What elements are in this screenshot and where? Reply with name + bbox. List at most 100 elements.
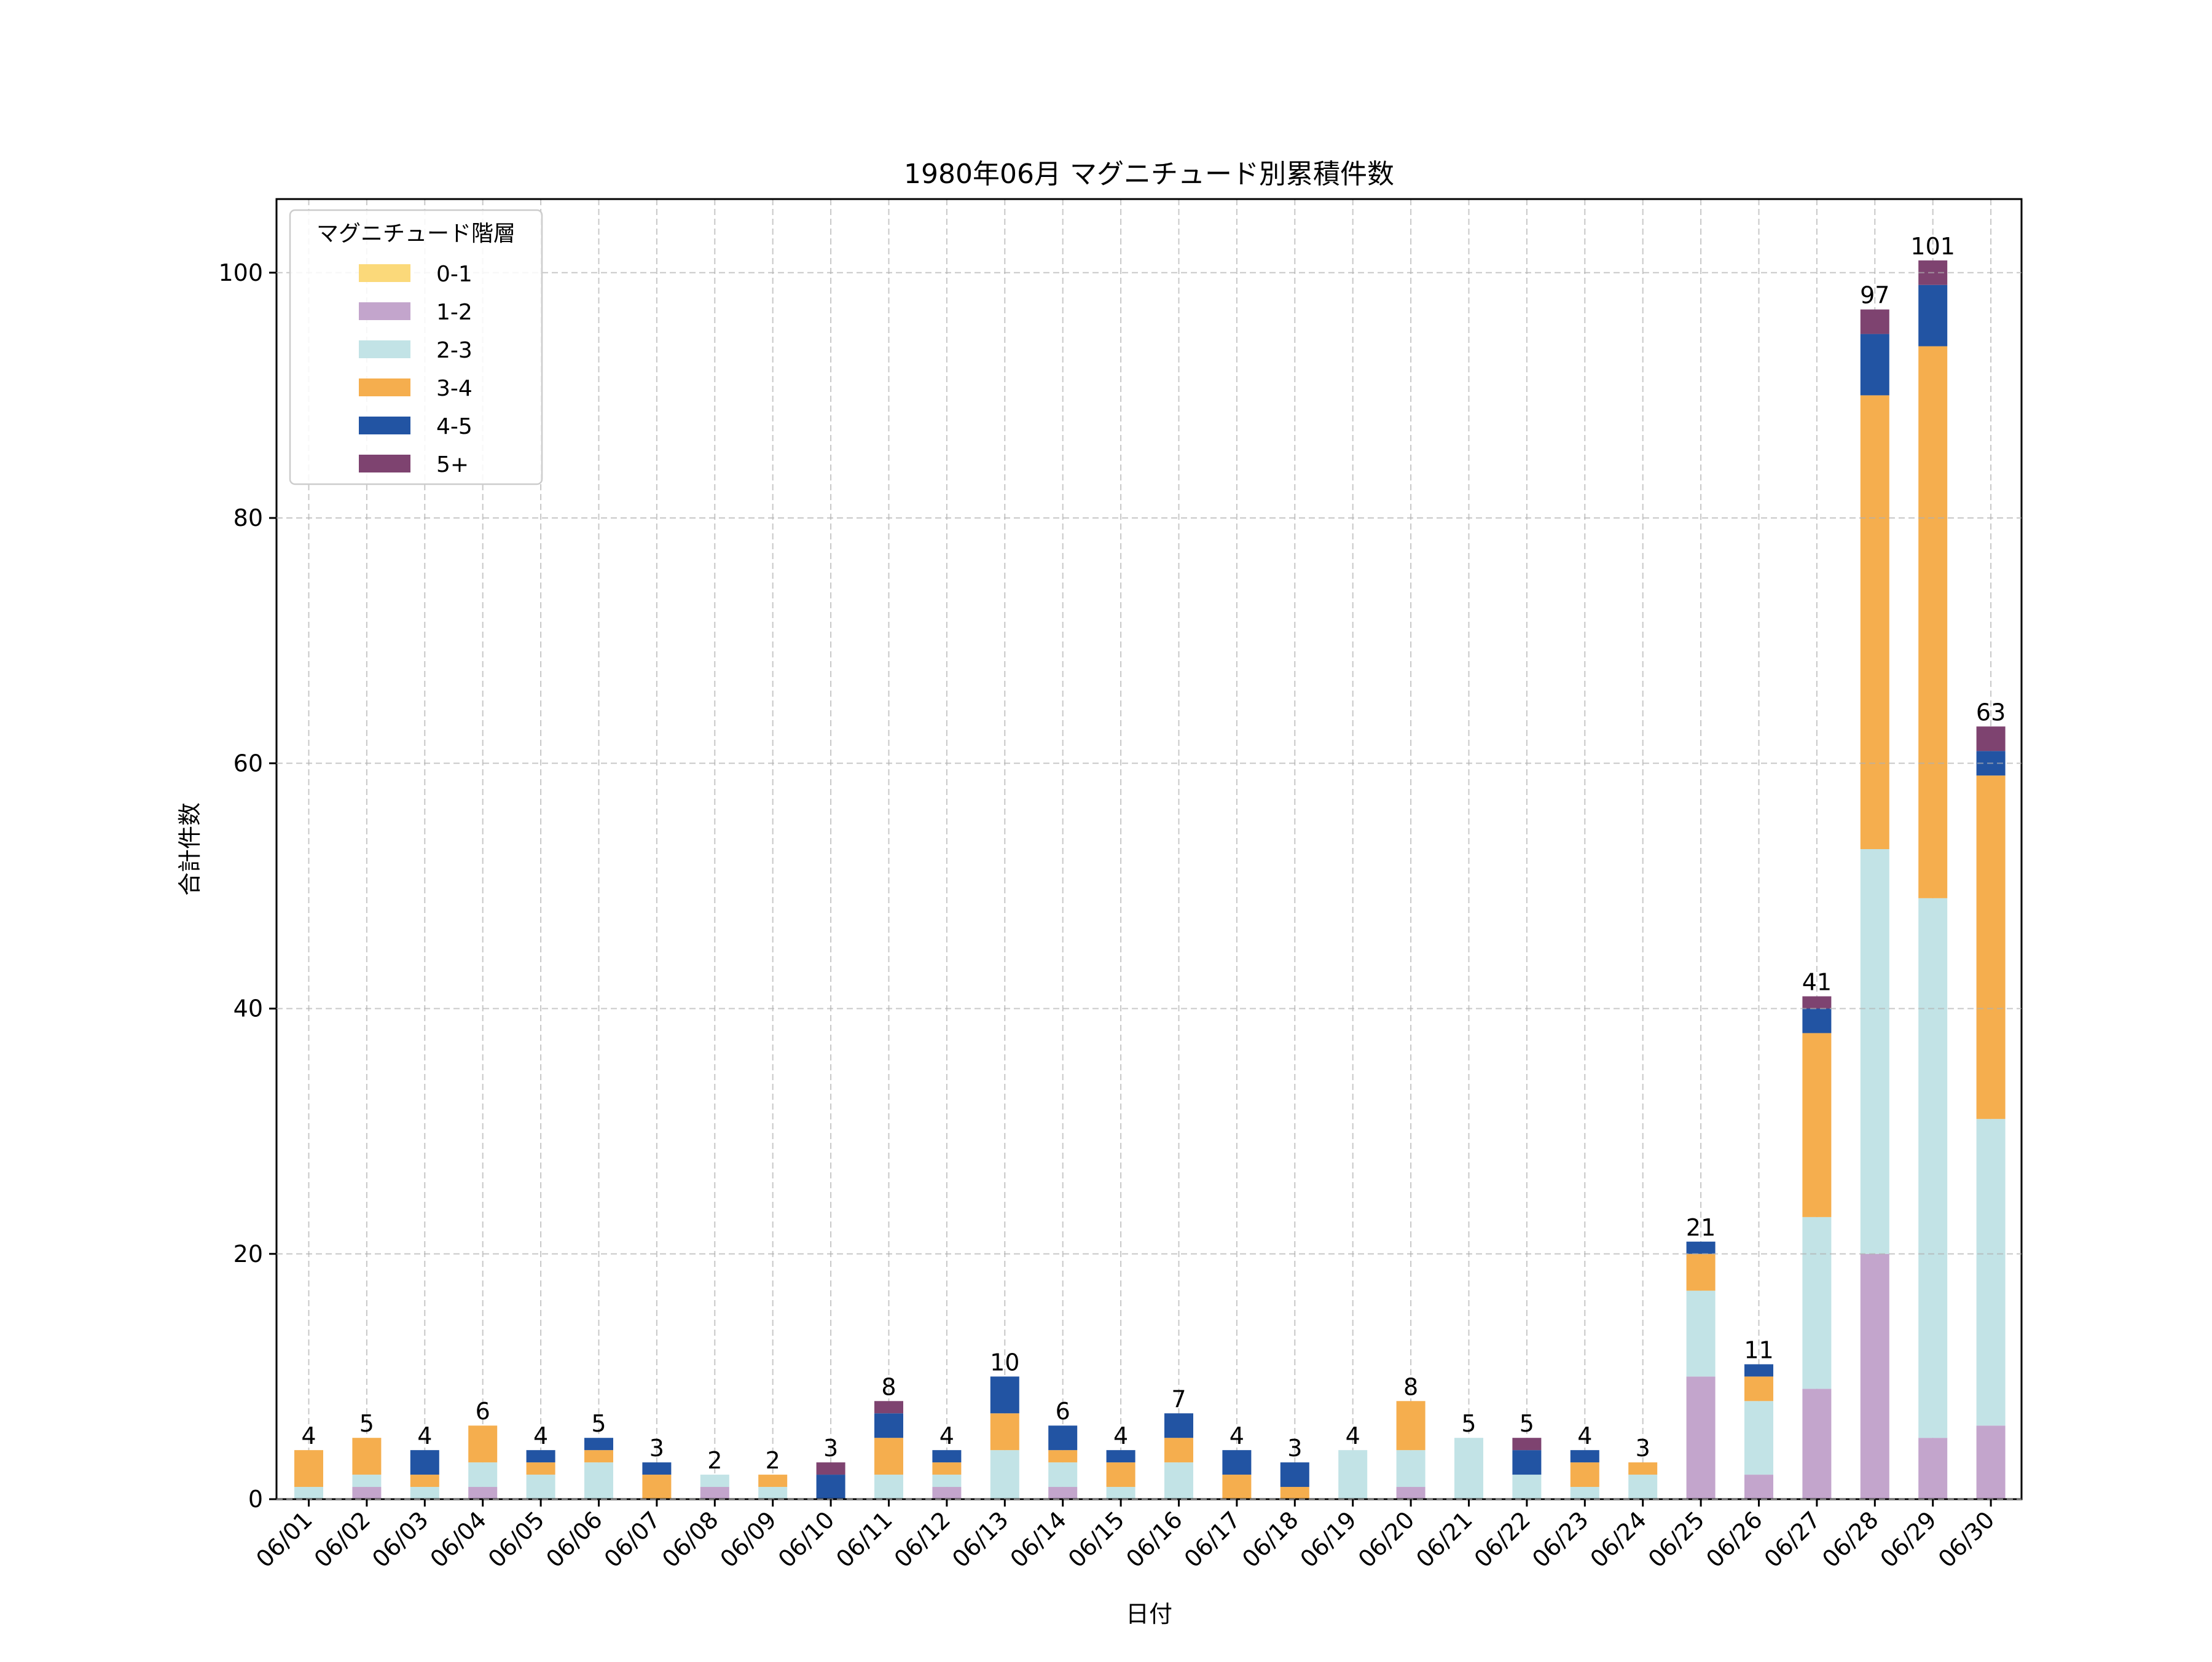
legend-label-4-5: 4-5 [436,414,473,439]
bar-total-label: 5 [359,1410,374,1437]
bar-segment-5+ [816,1462,845,1475]
bar-segment-2-3 [1048,1462,1078,1488]
legend-swatch-1-2 [359,302,410,320]
x-axis-label: 日付 [1126,1601,1172,1628]
legend-swatch-5+ [359,455,410,472]
bar-segment-4-5 [874,1413,903,1438]
bar-segment-5+ [1860,309,1889,334]
bar-segment-3-4 [1396,1401,1426,1451]
bar-segment-2-3 [1628,1475,1658,1499]
bar-total-label: 6 [476,1398,490,1425]
bar-total-label: 5 [1461,1410,1476,1437]
y-tick-label: 80 [233,504,263,531]
bar-segment-3-4 [468,1425,498,1463]
bar-segment-1-2 [1396,1487,1426,1499]
bar-segment-2-3 [1106,1487,1135,1499]
legend-swatch-3-4 [359,378,410,396]
bar-total-label: 41 [1802,969,1832,996]
bar-segment-4-5 [410,1450,439,1475]
bar-total-label: 4 [417,1422,432,1449]
legend-items: 0-1 1-2 2-3 3-4 4-5 5+ [359,262,473,477]
y-tick-label: 40 [233,995,263,1022]
legend-title: マグニチュード階層 [316,221,516,246]
bar-segment-1-2 [1048,1487,1078,1499]
bar-total-label: 4 [1346,1422,1360,1449]
legend-swatch-0-1 [359,264,410,282]
legend-label-3-4: 3-4 [436,376,473,401]
bar-segment-4-5 [1570,1450,1599,1463]
bar-segment-3-4 [1106,1462,1135,1488]
legend-label-0-1: 0-1 [436,262,473,287]
bar-segment-4-5 [932,1450,962,1463]
bar-total-label: 7 [1171,1386,1186,1413]
bar-segment-3-4 [1976,775,2006,1119]
bar-segment-5+ [1512,1438,1542,1451]
bar-segment-1-2 [468,1487,498,1499]
bar-segment-3-4 [990,1413,1019,1451]
bar-total-label: 6 [1056,1398,1070,1425]
bar-segment-4-5 [526,1450,555,1463]
legend-label-1-2: 1-2 [436,300,473,325]
bar-segment-2-3 [700,1475,729,1488]
bar-segment-2-3 [1860,849,1889,1254]
bar-segment-3-4 [1860,395,1889,849]
y-tick-label: 100 [218,259,263,286]
bar-segment-4-5 [1280,1462,1309,1488]
bar-segment-2-3 [468,1462,498,1488]
bar-total-label: 4 [1230,1422,1244,1449]
bar-segment-3-4 [410,1475,439,1488]
legend-label-2-3: 2-3 [436,338,473,363]
bar-segment-2-3 [1686,1290,1716,1377]
bar-segment-3-4 [932,1462,962,1475]
bar-segment-4-5 [1164,1413,1193,1438]
bar-segment-1-2 [352,1487,382,1499]
y-tick-label: 20 [233,1241,263,1268]
bar-total-label: 4 [1577,1422,1592,1449]
bar-segment-3-4 [1686,1253,1716,1291]
bar-segment-4-5 [1106,1450,1135,1463]
bar-total-label: 4 [1113,1422,1128,1449]
plot-frame [275,198,2023,1500]
bar-segment-3-4 [1802,1033,1832,1217]
bar-segment-2-3 [990,1450,1019,1499]
bar-segment-4-5 [990,1376,1019,1414]
bar-segment-2-3 [1512,1475,1542,1499]
bar-total-label: 3 [1636,1435,1650,1462]
bar-segment-1-2 [1802,1389,1832,1499]
bar-segment-3-4 [758,1475,788,1488]
bar-segment-4-5 [816,1475,845,1499]
bar-total-label: 101 [1910,233,1955,260]
bar-segment-2-3 [1976,1119,2006,1426]
legend-swatch-2-3 [359,340,410,358]
bar-segment-3-4 [1918,346,1948,898]
bar-segment-2-3 [352,1475,382,1488]
bar-segment-2-3 [1396,1450,1426,1488]
data-labels: 4 5 4 6 4 5 3 2 2 3 8 4 10 6 4 7 4 3 4 8 5 5 4 3 21 11 41 97 101 63 [301,233,2006,1474]
bar-segment-4-5 [1744,1364,1773,1377]
bar-segment-1-2 [1976,1425,2006,1499]
bar-segment-2-3 [1164,1462,1193,1499]
bar-total-label: 10 [990,1349,1019,1376]
bar-segment-2-3 [1918,898,1948,1438]
bar-segment-1-2 [1918,1438,1948,1499]
bar-total-label: 4 [301,1422,316,1449]
bar-total-label: 97 [1860,282,1889,309]
bar-segment-4-5 [1802,1008,1832,1033]
bar-total-label: 5 [1520,1410,1534,1437]
bar-segment-3-4 [352,1438,382,1475]
bar-segment-3-4 [1222,1475,1252,1499]
bar-total-label: 8 [1403,1373,1418,1400]
bar-segment-2-3 [1454,1438,1483,1499]
bar-segment-2-3 [1338,1450,1368,1499]
bar-segment-1-2 [932,1487,962,1499]
bar-segment-4-5 [1686,1241,1716,1254]
bar-segment-2-3 [758,1487,788,1499]
bar-segment-3-4 [584,1450,613,1463]
bar-segment-2-3 [1744,1401,1773,1475]
bar-segment-1-2 [1860,1253,1889,1499]
bar-segment-4-5 [642,1462,672,1475]
bar-total-label: 11 [1744,1336,1773,1363]
bar-total-label: 2 [766,1447,780,1474]
bar-segment-4-5 [584,1438,613,1451]
